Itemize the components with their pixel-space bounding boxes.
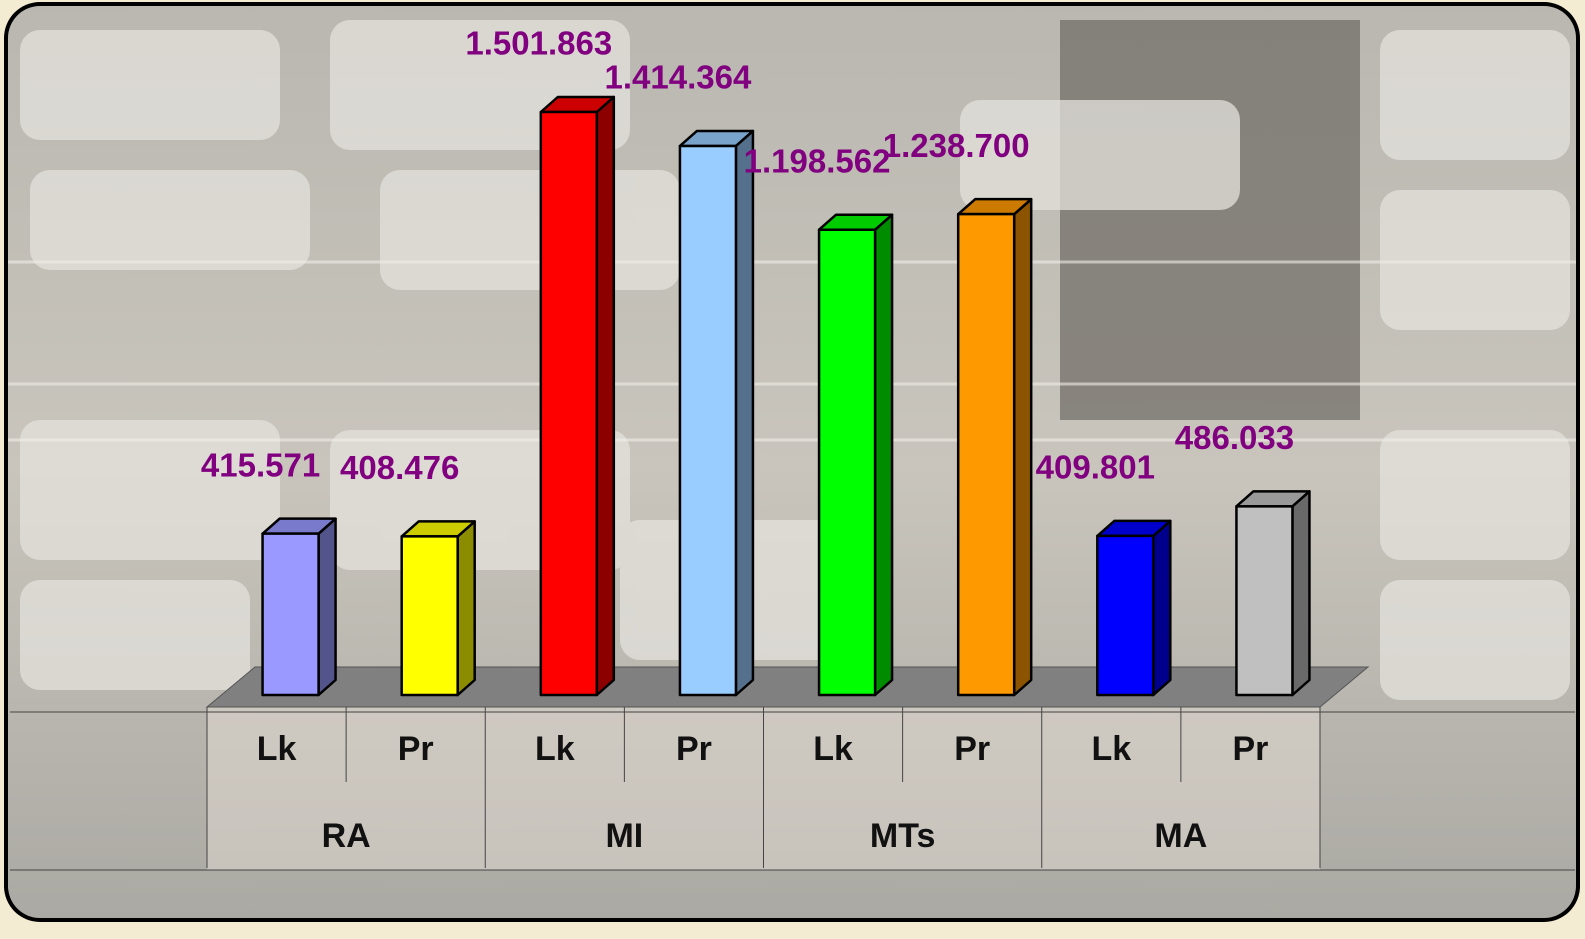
group-label: RA bbox=[322, 817, 371, 855]
data-label: 1.238.700 bbox=[883, 127, 1030, 164]
x-tick-label: Lk bbox=[1091, 730, 1131, 768]
x-tick-label: Pr bbox=[676, 730, 712, 768]
group-label: MI bbox=[605, 817, 643, 855]
bar-side-shade bbox=[318, 518, 336, 695]
bar-side-shade bbox=[875, 214, 893, 695]
data-label: 1.198.562 bbox=[744, 142, 891, 179]
bar-top-shade bbox=[1097, 520, 1171, 536]
bar-top-shade bbox=[679, 130, 753, 146]
bar bbox=[817, 228, 877, 697]
bar-top-shade bbox=[401, 521, 475, 537]
floor bbox=[205, 666, 1370, 708]
group-label: MA bbox=[1154, 817, 1207, 855]
bar-top-shade bbox=[540, 97, 614, 112]
bar-side-shade bbox=[1292, 491, 1310, 695]
x-tick-label: Lk bbox=[257, 730, 297, 768]
data-label: 1.414.364 bbox=[605, 59, 752, 96]
bar-top-shade bbox=[262, 518, 336, 534]
bar-side-shade bbox=[457, 521, 475, 695]
bar-side-shade bbox=[1014, 199, 1032, 695]
bar bbox=[1096, 534, 1155, 697]
x-tick-label: Pr bbox=[954, 730, 990, 768]
x-tick-label: Pr bbox=[398, 730, 434, 768]
data-label: 486.033 bbox=[1175, 419, 1294, 456]
bar bbox=[678, 144, 738, 697]
x-tick-label: Lk bbox=[813, 730, 853, 768]
data-label: 415.571 bbox=[201, 446, 320, 483]
bar bbox=[1235, 505, 1294, 697]
bar bbox=[956, 212, 1016, 697]
bar-side-shade bbox=[596, 97, 614, 695]
bar-top-shade bbox=[958, 199, 1032, 215]
bar-side-shade bbox=[735, 130, 753, 695]
data-label: 1.501.863 bbox=[465, 25, 612, 62]
x-tick-label: Pr bbox=[1232, 730, 1268, 768]
x-tick-label: Lk bbox=[535, 730, 575, 768]
data-label: 409.801 bbox=[1036, 449, 1155, 486]
data-label: 408.476 bbox=[340, 449, 459, 486]
bar-top-shade bbox=[1236, 491, 1310, 507]
bar bbox=[400, 535, 459, 697]
group-label: MTs bbox=[870, 817, 935, 855]
bar-side-shade bbox=[1153, 520, 1171, 695]
plot-area: Lk 415.571 Pr 408.476 Lk 1.501.863 Pr 1.414.364… bbox=[201, 25, 1321, 868]
bar bbox=[539, 110, 599, 697]
bar bbox=[261, 532, 320, 697]
bar-top-shade bbox=[819, 214, 893, 230]
